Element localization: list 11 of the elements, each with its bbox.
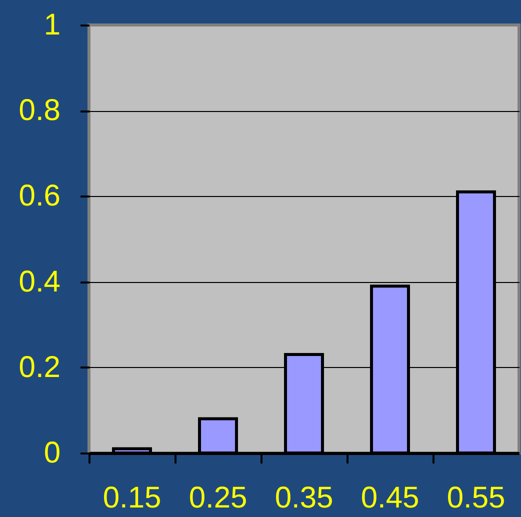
y-tick-label: 1 <box>44 8 60 42</box>
y-tick-label: 0.2 <box>18 350 60 384</box>
x-tick-label: 0.35 <box>274 482 334 514</box>
y-tick-label: 0.4 <box>18 265 60 298</box>
x-tick-label: 0.25 <box>188 482 248 514</box>
x-tick-label: 0.15 <box>102 482 162 514</box>
y-tick-label: 0 <box>44 436 60 470</box>
x-tick-label: 0.45 <box>360 482 420 514</box>
y-tick-label: 0.8 <box>18 94 60 128</box>
y-tick-label: 0.6 <box>18 180 60 213</box>
x-tick-label: 0.55 <box>446 482 506 514</box>
